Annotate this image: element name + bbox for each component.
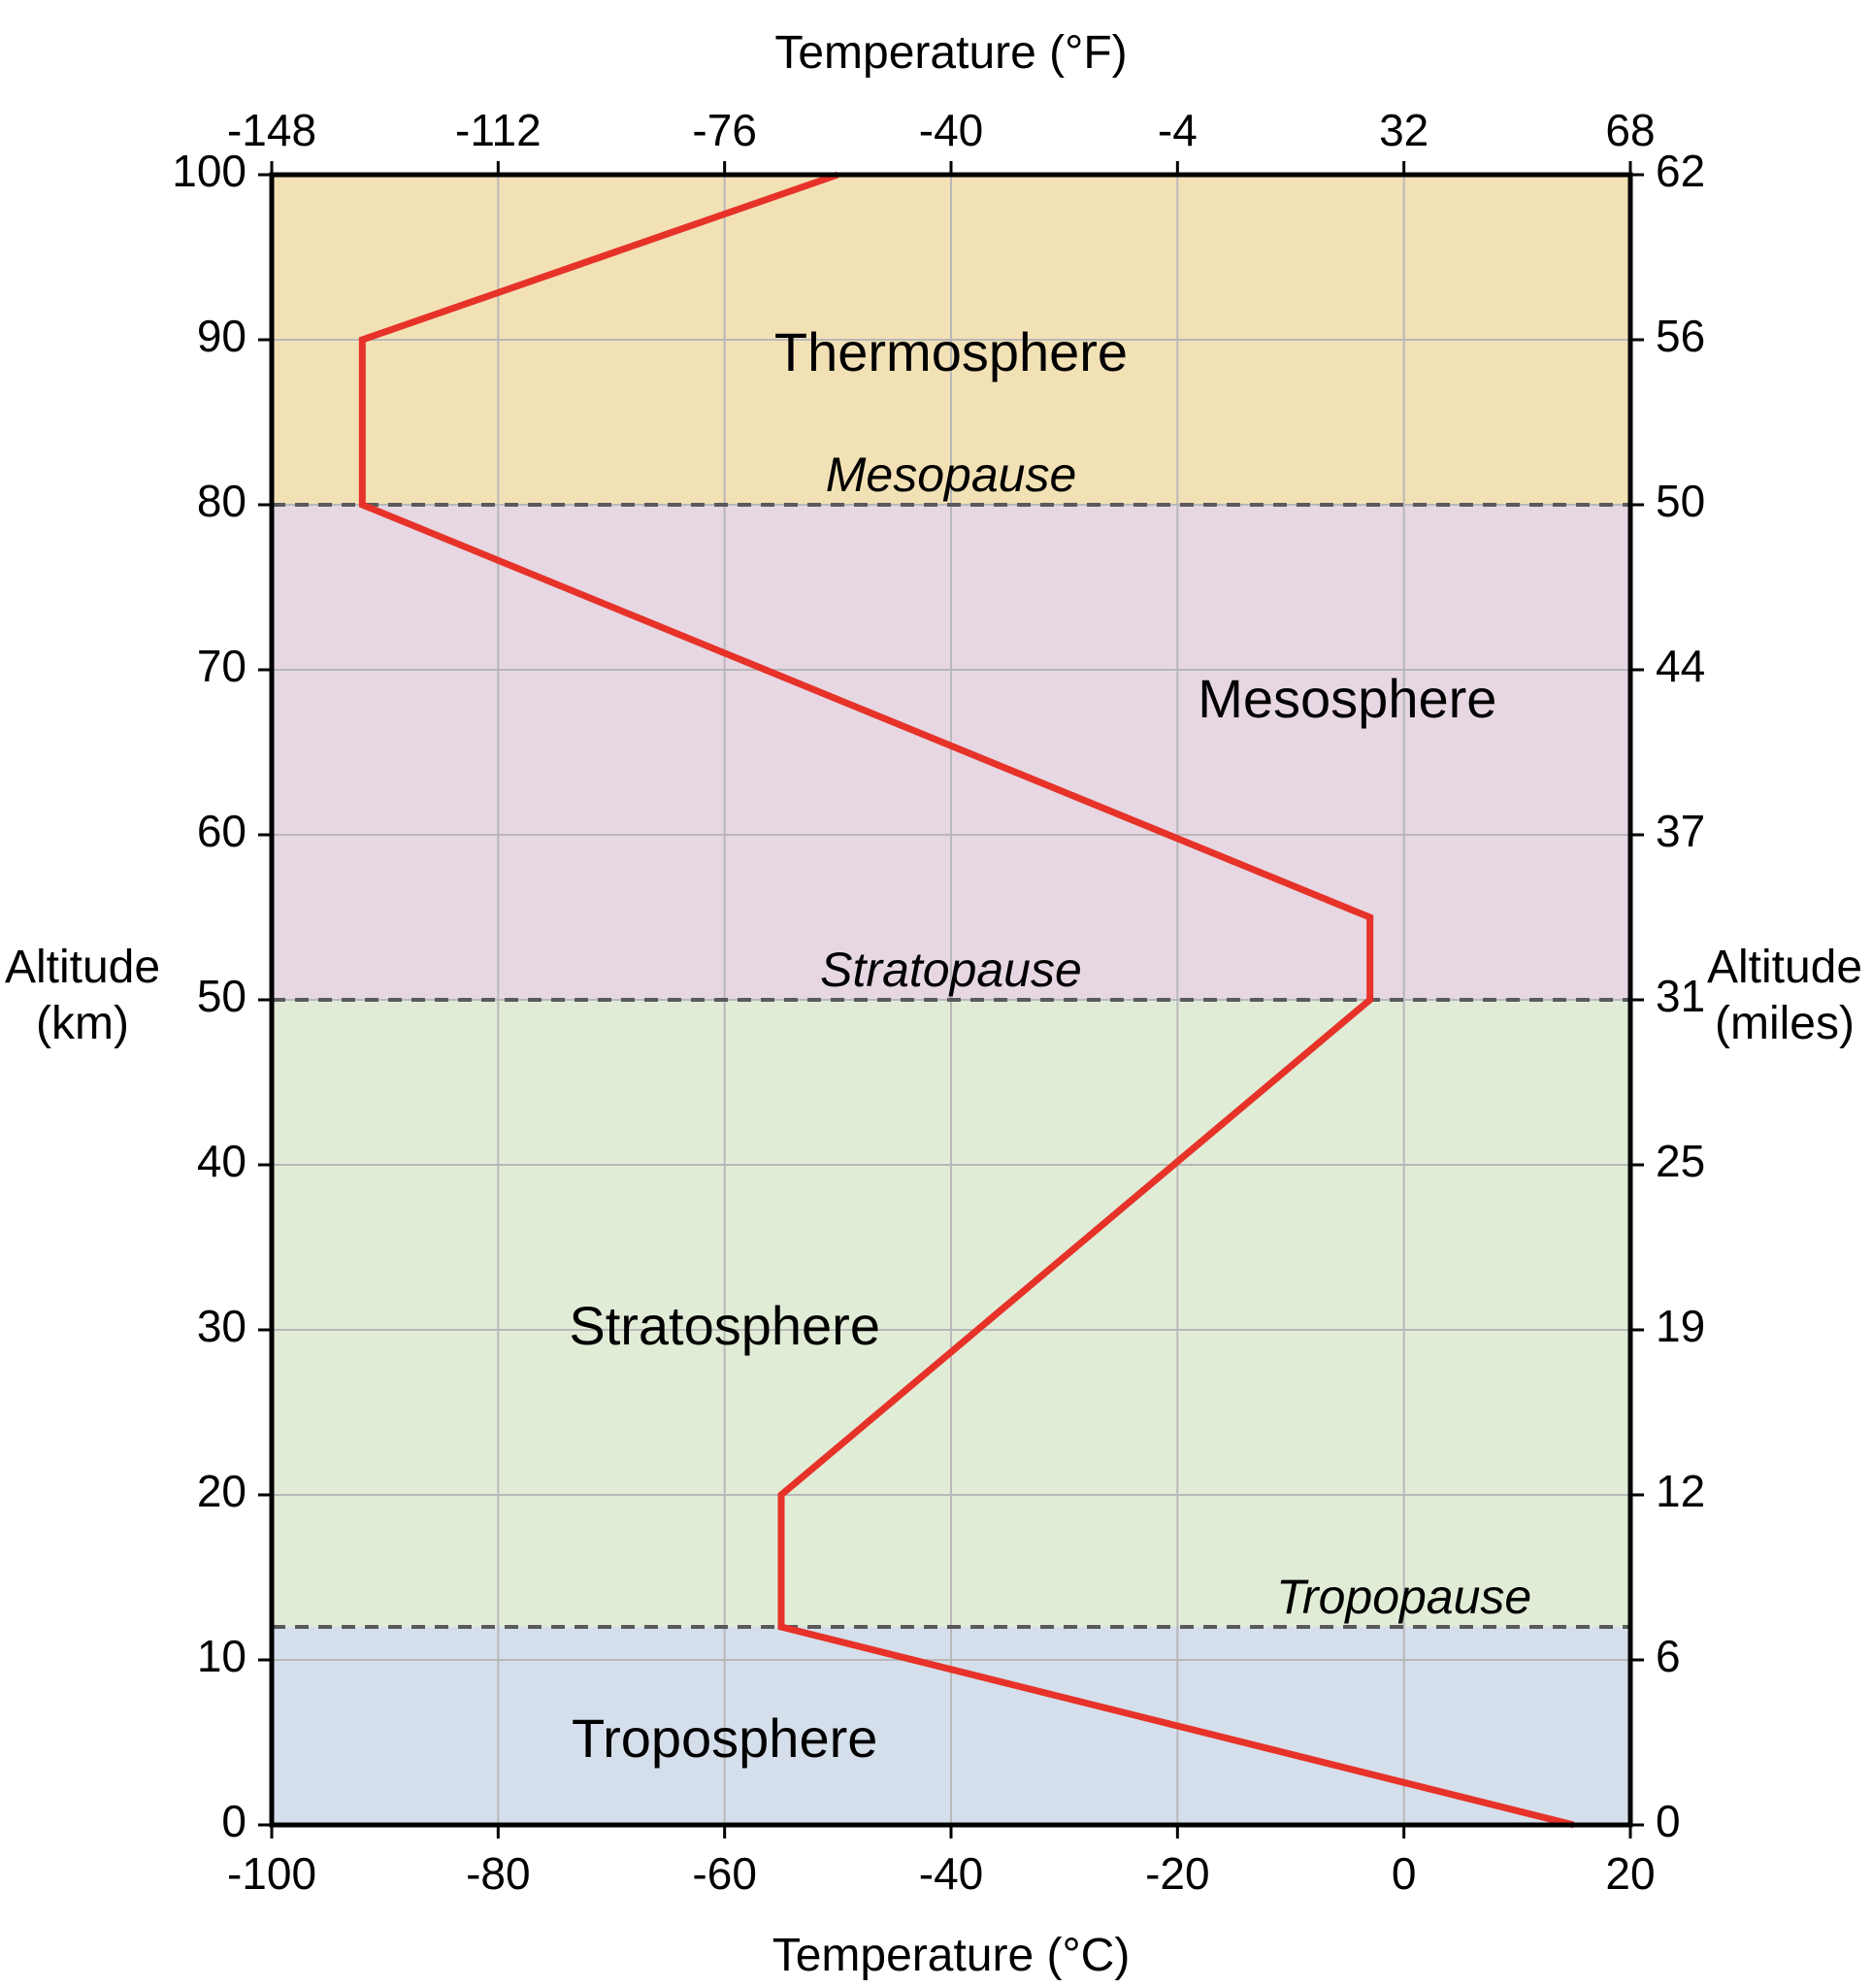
ticklabel-top: -4 [1158,105,1198,155]
ticklabel-left: 60 [197,806,246,856]
ticklabel-right: 31 [1656,971,1705,1021]
ticklabel-top: -40 [919,105,983,155]
chart-svg: Tropopause Stratopause Mesopause Tropospher… [0,0,1872,1988]
y-axis-right-title-2: (miles) [1715,998,1855,1049]
ticklabel-bottom: -60 [692,1848,756,1899]
ticklabel-left: 50 [197,971,246,1021]
x-axis-top-title: Temperature (°F) [774,27,1127,79]
layer-label-troposphere: Troposphere [572,1707,877,1769]
ticklabel-right: 0 [1656,1796,1681,1846]
layer-label-thermosphere: Thermosphere [774,321,1128,382]
ticklabel-left: 70 [197,641,246,691]
atmosphere-chart: Tropopause Stratopause Mesopause Tropospher… [0,0,1872,1988]
ticklabel-top: 68 [1605,105,1655,155]
ticklabel-right: 19 [1656,1301,1705,1351]
pause-label-mesopause: Mesopause [826,447,1077,502]
pause-label-stratopause: Stratopause [820,943,1082,997]
ticklabel-left: 100 [172,146,246,196]
pause-label-tropopause: Tropopause [1276,1570,1531,1624]
ticklabel-right: 6 [1656,1631,1681,1681]
x-axis-bottom-title: Temperature (°C) [772,1930,1131,1981]
ticklabel-left: 20 [197,1466,246,1516]
ticklabel-right: 62 [1656,146,1705,196]
ticklabel-left: 80 [197,476,246,526]
ticklabel-left: 30 [197,1301,246,1351]
ticklabel-right: 50 [1656,476,1705,526]
ticklabel-left: 40 [197,1136,246,1186]
ticklabel-left: 0 [221,1796,246,1846]
ticklabel-bottom: -100 [227,1848,316,1899]
ticklabel-right: 56 [1656,311,1705,361]
ticklabel-right: 25 [1656,1136,1705,1186]
ticklabel-bottom: -80 [466,1848,530,1899]
layer-label-mesosphere: Mesosphere [1198,668,1496,729]
ticklabel-bottom: 20 [1605,1848,1655,1899]
ticklabel-left: 90 [197,311,246,361]
y-axis-left-title-1: Altitude [5,942,160,993]
ticklabel-bottom: 0 [1392,1848,1417,1899]
ticklabel-left: 10 [197,1631,246,1681]
ticklabel-right: 12 [1656,1466,1705,1516]
ticklabel-bottom: -20 [1145,1848,1209,1899]
ticklabel-top: -112 [455,105,542,155]
layer-label-stratosphere: Stratosphere [569,1295,880,1356]
y-axis-right-title-1: Altitude [1707,942,1862,993]
ticklabel-right: 37 [1656,806,1705,856]
ticklabel-bottom: -40 [919,1848,983,1899]
y-axis-left-title-2: (km) [36,998,129,1049]
ticklabel-right: 44 [1656,641,1705,691]
ticklabel-top: -76 [692,105,756,155]
ticklabel-top: 32 [1379,105,1429,155]
